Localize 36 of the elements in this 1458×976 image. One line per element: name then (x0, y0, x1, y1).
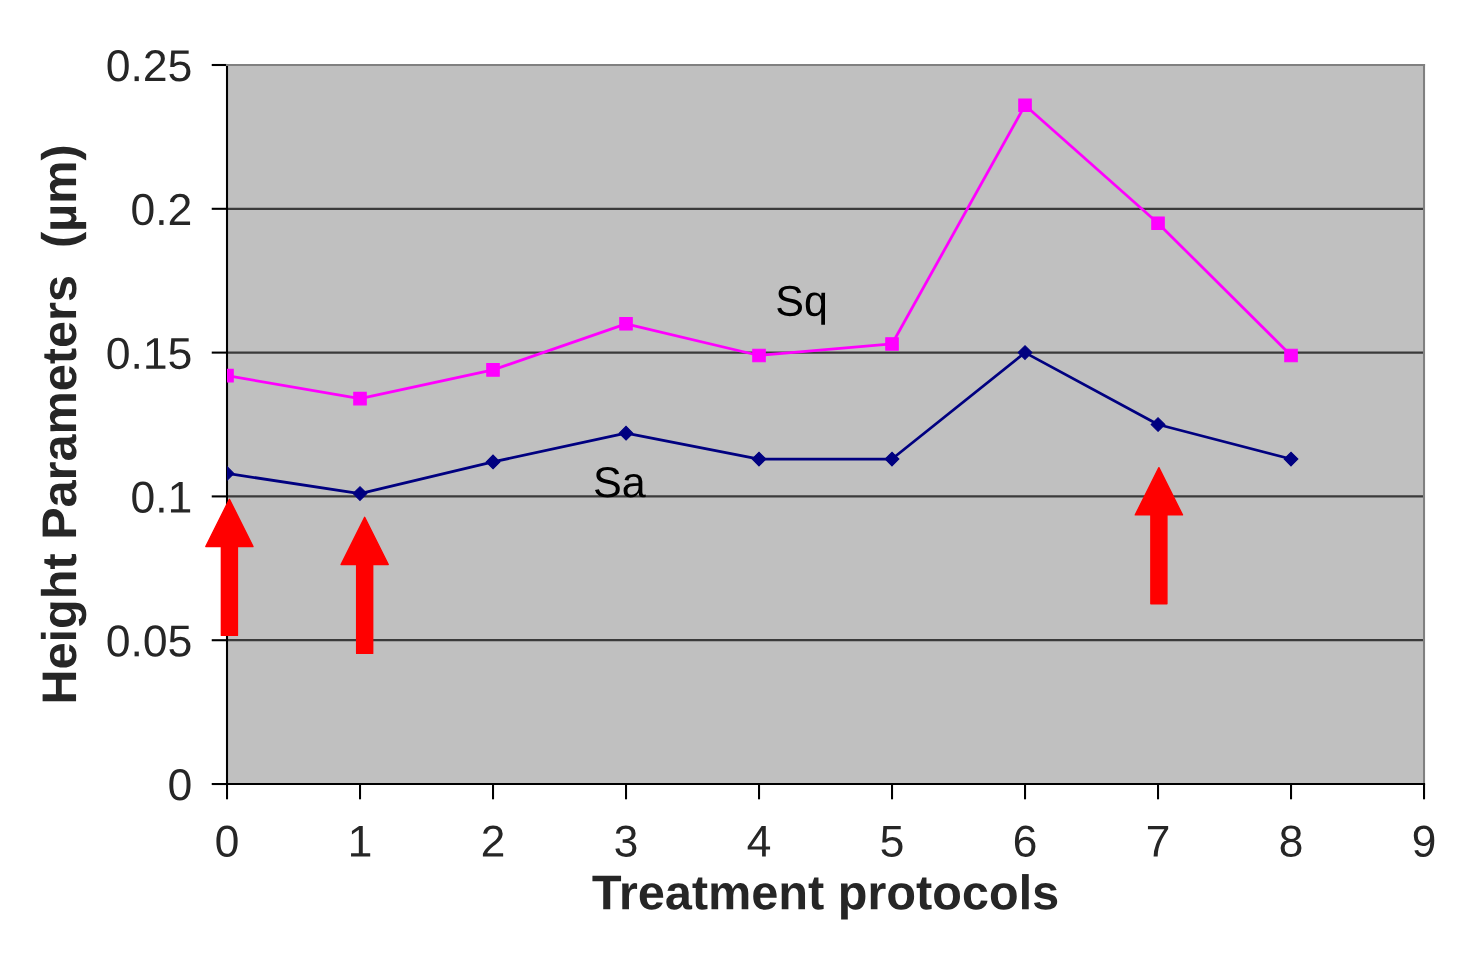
x-tick-label: 5 (881, 825, 903, 857)
y-tick-label: 0.25 (107, 50, 191, 82)
point (618, 425, 634, 441)
x-tick-label: 0 (216, 825, 238, 857)
point (1283, 451, 1299, 467)
x-tick-label: 1 (351, 825, 371, 857)
x-tick-label: 2 (482, 825, 504, 857)
point (1150, 417, 1166, 432)
point (1018, 98, 1032, 113)
point (486, 363, 500, 377)
x-axis-title: Treatment protocols (592, 874, 1058, 920)
series-label: Sq (777, 285, 826, 325)
x-tick-label: 4 (747, 825, 771, 857)
y-tick-label: 0.1 (132, 481, 191, 513)
x-tick-label: 8 (1280, 825, 1302, 857)
point (619, 317, 633, 331)
point (751, 451, 767, 467)
x-tick-label: 9 (1413, 825, 1435, 857)
y-axis-title: Height Parameters (µm) (40, 146, 87, 702)
series-label: Sa (594, 467, 646, 498)
y-tick-label: 0 (169, 769, 191, 801)
point (353, 391, 367, 406)
x-tick-label: 7 (1147, 825, 1169, 857)
x-tick-label: 6 (1014, 825, 1036, 857)
y-tick-label: 0.15 (107, 337, 191, 370)
point (884, 451, 900, 467)
point (1151, 216, 1165, 230)
y-tick-label: 0.2 (132, 193, 191, 226)
point (352, 486, 368, 501)
point (885, 337, 899, 351)
point (485, 454, 501, 470)
y-tick-label: 0.05 (107, 625, 191, 657)
point (1017, 345, 1033, 360)
x-tick-label: 3 (615, 825, 637, 857)
point (752, 348, 766, 363)
point (1284, 348, 1298, 363)
